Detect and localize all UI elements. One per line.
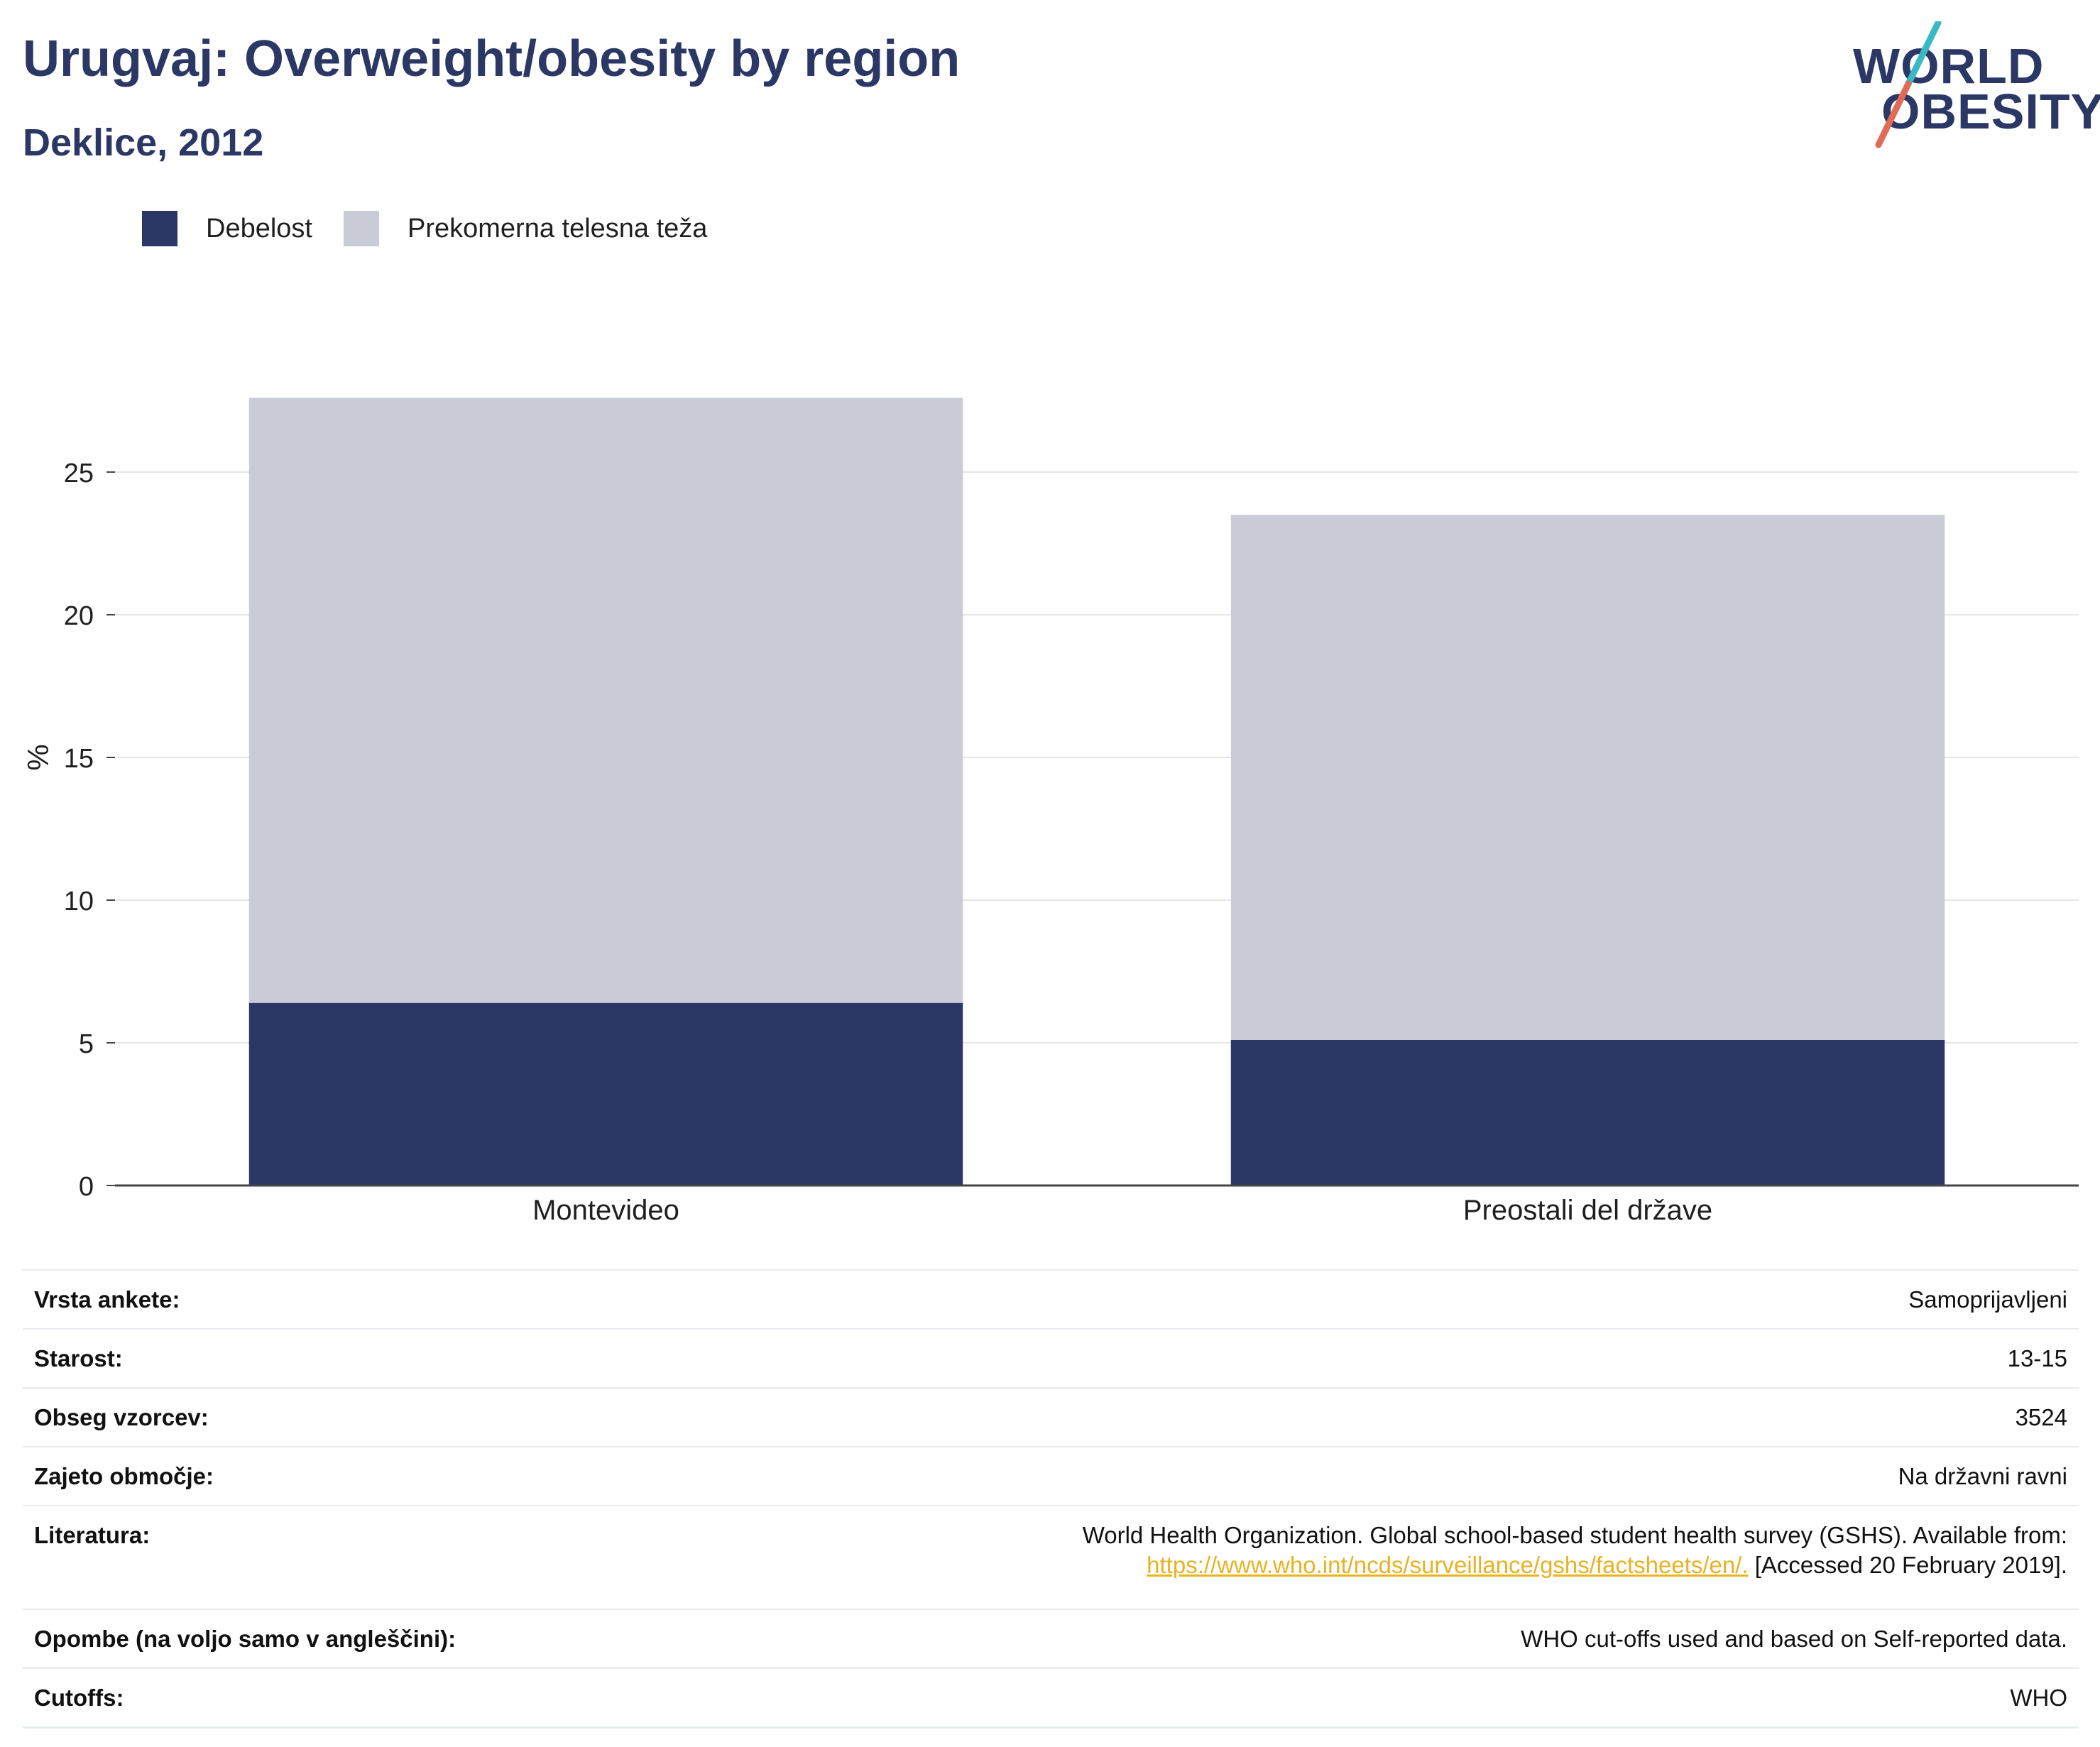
info-row-literature: Literatura: World Health Organization. Gl… [23,1506,2079,1609]
info-key: Literatura: [34,1522,151,1548]
y-tick-label: 20 [64,601,94,631]
info-row: Vrsta ankete: Samoprijavljeni [23,1270,2079,1329]
y-tick-label: 25 [64,459,94,488]
info-row: Opombe (na voljo samo v angleščini): WHO … [23,1609,2079,1668]
info-key: Cutoffs: [34,1684,124,1711]
survey-info-table: Vrsta ankete: Samoprijavljeni Starost: 13-1… [23,1269,2079,1729]
info-value: WHO cut-offs used and based on Self-repo… [1521,1625,2067,1652]
bars [248,398,1945,1185]
legend-item-prekomerna: Prekomerna telesna teža [343,211,708,246]
info-key: Vrsta ankete: [34,1286,180,1313]
literature-link[interactable]: https://www.who.int/ncds/surveillance/gs… [1147,1552,1749,1578]
y-tick-label: 10 [64,887,94,916]
chart-subtitle: Deklice, 2012 [23,121,264,164]
y-axis-label: % [21,744,55,770]
info-key: Zajeto območje: [34,1462,214,1489]
legend-label-prekomerna: Prekomerna telesna teža [407,213,708,243]
y-tick-label: 15 [64,744,94,774]
info-value: 3524 [2015,1403,2067,1430]
y-tick-label: 0 [79,1172,94,1202]
legend-swatch-prekomerna [343,211,379,246]
bar-chart: 0 5 10 15 20 25 Montevideo Preostali del držav… [21,398,2079,1226]
info-key: Starost: [34,1345,123,1371]
bar-segment-prekomerna [1230,515,1945,1040]
logo-text-world: WORLD [1853,38,2045,94]
bar-segment-debelost [248,1002,963,1185]
chart-legend: Debelost Prekomerna telesna teža [142,210,738,247]
info-row: Obseg vzorcev: 3524 [23,1388,2079,1447]
legend-swatch-debelost [142,211,177,246]
x-tick-label: Preostali del države [1463,1195,1712,1226]
y-tick-labels: 0 5 10 15 20 25 [64,459,115,1202]
literature-accessed: [Accessed 20 February 2019]. [1748,1552,2067,1578]
legend-label-debelost: Debelost [206,213,312,243]
info-key: Opombe (na voljo samo v angleščini): [34,1625,456,1652]
info-value: Samoprijavljeni [1908,1286,2067,1313]
bar-segment-prekomerna [248,398,963,1003]
info-value: WHO [2010,1684,2067,1711]
y-tick-label: 5 [79,1029,94,1059]
x-tick-label: Montevideo [532,1195,679,1226]
logo-text-obesity: OBESITY [1881,84,2100,139]
info-row: Starost: 13-15 [23,1329,2079,1388]
info-row: Cutoffs: WHO [23,1668,2079,1728]
bar-segment-debelost [1230,1039,1945,1185]
literature-text: World Health Organization. Global school… [1082,1522,2067,1548]
legend-item-debelost: Debelost [142,211,312,246]
info-key: Obseg vzorcev: [34,1403,209,1430]
literature-value: World Health Organization. Global school… [652,1506,2079,1609]
info-value: 13-15 [2007,1345,2067,1371]
x-tick-labels: Montevideo Preostali del države [532,1195,1712,1226]
logo-slash-icon [1875,21,1942,148]
world-obesity-logo: WORLD OBESITY [1853,21,2100,156]
info-row: Zajeto območje: Na državni ravni [23,1447,2079,1506]
chart-title: Urugvaj: Overweight/obesity by region [23,31,961,87]
info-value: Na državni ravni [1898,1462,2067,1489]
